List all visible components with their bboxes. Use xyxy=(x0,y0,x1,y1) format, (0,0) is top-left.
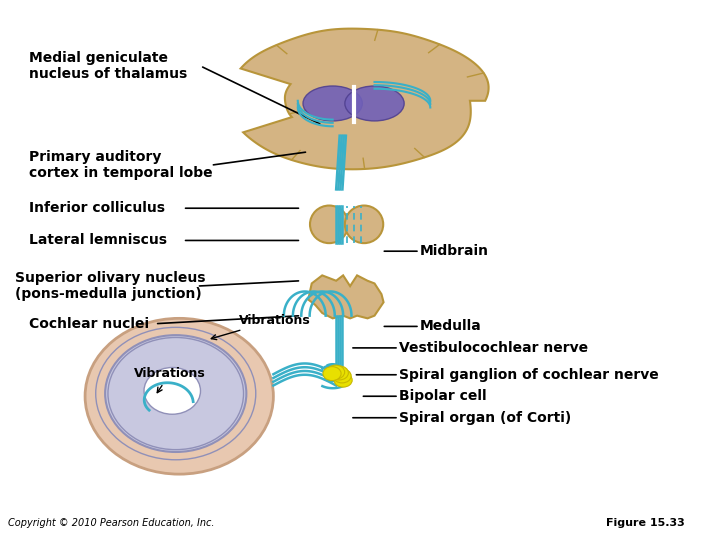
Text: Spiral ganglion of cochlear nerve: Spiral ganglion of cochlear nerve xyxy=(399,368,659,382)
Ellipse shape xyxy=(303,86,362,121)
Ellipse shape xyxy=(345,86,404,121)
Text: Bipolar cell: Bipolar cell xyxy=(399,389,487,403)
Text: Medial geniculate
nucleus of thalamus: Medial geniculate nucleus of thalamus xyxy=(30,51,187,81)
Text: Vibrations: Vibrations xyxy=(134,367,206,393)
Ellipse shape xyxy=(310,206,348,243)
Text: Inferior colliculus: Inferior colliculus xyxy=(30,201,166,215)
Circle shape xyxy=(327,365,345,379)
Circle shape xyxy=(334,373,352,387)
Text: Superior olivary nucleus
(pons-medulla junction): Superior olivary nucleus (pons-medulla j… xyxy=(15,271,206,301)
Ellipse shape xyxy=(144,368,200,414)
Text: Spiral organ (of Corti): Spiral organ (of Corti) xyxy=(399,411,571,425)
Text: Figure 15.33: Figure 15.33 xyxy=(606,518,685,528)
Text: Vibrations: Vibrations xyxy=(211,314,310,340)
Text: Vestibulocochlear nerve: Vestibulocochlear nerve xyxy=(399,341,588,355)
Text: Midbrain: Midbrain xyxy=(420,244,489,258)
Text: Copyright © 2010 Pearson Education, Inc.: Copyright © 2010 Pearson Education, Inc. xyxy=(9,518,215,528)
Text: Medulla: Medulla xyxy=(420,319,482,333)
Ellipse shape xyxy=(85,319,274,474)
Text: Cochlear nuclei: Cochlear nuclei xyxy=(30,317,150,330)
Circle shape xyxy=(330,366,348,380)
Ellipse shape xyxy=(345,206,383,243)
Text: Primary auditory
cortex in temporal lobe: Primary auditory cortex in temporal lobe xyxy=(30,150,213,180)
Circle shape xyxy=(323,367,341,381)
Ellipse shape xyxy=(105,335,246,452)
Polygon shape xyxy=(240,29,489,169)
Circle shape xyxy=(333,369,351,383)
Text: Lateral lemniscus: Lateral lemniscus xyxy=(30,233,167,247)
Polygon shape xyxy=(308,275,384,319)
